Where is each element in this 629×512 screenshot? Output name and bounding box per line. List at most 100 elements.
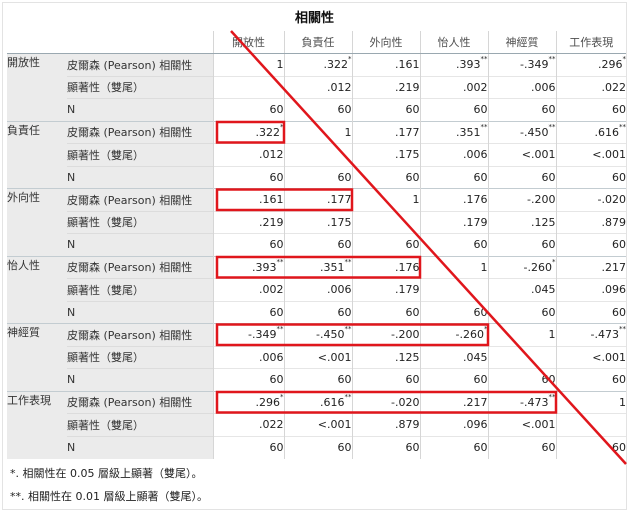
cell-value: -.473 xyxy=(590,328,619,342)
stat-label: N xyxy=(67,98,213,121)
cell-value: .322 xyxy=(323,58,349,72)
stat-label: N xyxy=(67,233,213,256)
significance-cell: <.001 xyxy=(487,143,556,166)
n-cell: 60 xyxy=(419,165,488,189)
cell-value: 1 xyxy=(412,193,420,207)
significance-cell xyxy=(487,345,556,369)
significance-marker: ** xyxy=(548,55,556,64)
pearson-cell: -.260* xyxy=(419,323,488,346)
significance-cell: .096 xyxy=(555,278,626,301)
stat-label: 皮爾森 (Pearson) 相關性 xyxy=(67,323,213,346)
cell-value: -.020 xyxy=(597,193,626,207)
significance-marker: ** xyxy=(344,325,352,334)
cell-value: 1 xyxy=(276,58,284,72)
significance-cell: .002 xyxy=(212,278,284,301)
n-cell: 60 xyxy=(419,435,488,459)
significance-marker: ** xyxy=(480,55,488,64)
significance-marker: * xyxy=(552,257,556,266)
n-cell: 60 xyxy=(212,165,284,189)
significance-cell: .219 xyxy=(351,75,420,99)
pearson-cell: .393** xyxy=(419,53,488,76)
significance-cell: .179 xyxy=(419,210,488,234)
pearson-cell: .393** xyxy=(212,255,284,279)
col-header: 工作表現 xyxy=(555,31,626,54)
stat-label: 皮爾森 (Pearson) 相關性 xyxy=(67,53,213,76)
significance-cell xyxy=(283,143,352,166)
row-variable-label: 開放性 xyxy=(7,53,67,121)
n-cell: 60 xyxy=(212,98,284,121)
n-cell: 60 xyxy=(351,98,420,121)
cell-value: -.349 xyxy=(520,58,549,72)
pearson-cell: .616** xyxy=(283,390,352,414)
cell-value: -.200 xyxy=(527,193,556,207)
significance-marker: ** xyxy=(548,392,556,401)
significance-cell: .006 xyxy=(283,278,352,301)
cell-value: .176 xyxy=(463,193,488,207)
stat-label: 顯著性（雙尾） xyxy=(67,143,213,166)
pearson-cell: -.473** xyxy=(487,390,556,414)
row-variable-label: 怡人性 xyxy=(7,255,67,324)
stat-label: 顯著性（雙尾） xyxy=(67,413,213,436)
n-cell: 60 xyxy=(212,233,284,256)
n-cell: 60 xyxy=(419,368,488,391)
significance-cell: .125 xyxy=(351,345,420,369)
n-cell: 60 xyxy=(555,165,626,189)
cell-value: .177 xyxy=(327,193,352,207)
cell-value: 1 xyxy=(619,395,626,409)
cell-value: 1 xyxy=(548,328,556,342)
significance-cell: .006 xyxy=(212,345,284,369)
significance-cell: .045 xyxy=(487,278,556,301)
cell-value: .296 xyxy=(598,58,623,72)
cell-value: .177 xyxy=(395,125,420,139)
significance-cell: .879 xyxy=(555,210,626,234)
cell-value: -.260 xyxy=(455,328,484,342)
table-row: 顯著性（雙尾） .012.219.002.006.022 xyxy=(7,75,626,99)
significance-marker: * xyxy=(484,325,488,334)
pearson-cell: .351** xyxy=(283,255,352,279)
table-row: 負責任 皮爾森 (Pearson) 相關性 .322* 1.177.351** -.45… xyxy=(7,120,626,189)
table-row: 顯著性（雙尾） .006 <.001.125.045 <.001 xyxy=(7,345,626,369)
pearson-cell: -.450** xyxy=(487,120,556,144)
cell-value: -.473 xyxy=(520,395,549,409)
n-cell: 60 xyxy=(555,368,626,391)
cell-value: .616 xyxy=(594,125,620,139)
pearson-cell: 1 xyxy=(351,188,420,211)
table-row: 顯著性（雙尾） .012.175.006 <.001 <.001 xyxy=(7,143,626,166)
table-row: N 60 60 60 60 60 60 xyxy=(7,98,626,121)
pearson-cell: .322* xyxy=(212,120,284,144)
table-row: 開放性 皮爾森 (Pearson) 相關性 1.322* .161.393** -.34… xyxy=(7,53,626,121)
pearson-cell: 1 xyxy=(419,255,488,279)
table-row: N 60 60 60 60 60 60 xyxy=(7,300,626,324)
cell-value: .176 xyxy=(395,260,420,274)
stat-label: N xyxy=(67,435,213,459)
significance-cell: .022 xyxy=(555,75,626,99)
n-cell: 60 xyxy=(419,300,488,324)
row-variable-label: 工作表現 xyxy=(7,390,67,459)
table-row: N 60 60 60 60 60 60 xyxy=(7,368,626,391)
table-title: 相關性 xyxy=(294,11,334,26)
pearson-cell: .177 xyxy=(351,120,420,144)
significance-cell: .179 xyxy=(351,278,420,301)
table-row: 神經質 皮爾森 (Pearson) 相關性 -.349** -.450** -.200-… xyxy=(7,323,626,391)
stat-label: 顯著性（雙尾） xyxy=(67,345,213,369)
header-corner xyxy=(7,31,213,54)
significance-cell xyxy=(351,210,420,234)
n-cell: 60 xyxy=(283,435,352,459)
table-row: N 60 60 60 60 60 60 xyxy=(7,165,626,189)
cell-value: -.260 xyxy=(523,260,552,274)
significance-cell: .125 xyxy=(487,210,556,234)
cell-value: .393 xyxy=(456,58,481,72)
n-cell: 60 xyxy=(419,98,488,121)
table-row: 外向性 皮爾森 (Pearson) 相關性 .161 .177 1 .176 -.200 -.… xyxy=(7,188,626,256)
significance-cell: .012 xyxy=(212,143,284,166)
pearson-cell: -.200 xyxy=(487,188,556,211)
significance-cell xyxy=(212,75,284,99)
pearson-cell: .217 xyxy=(419,390,488,414)
n-cell: 60 xyxy=(487,165,556,189)
significance-cell: .012 xyxy=(283,75,352,99)
row-variable-label: 負責任 xyxy=(7,120,67,189)
stat-label: 顯著性（雙尾） xyxy=(67,75,213,99)
significance-cell: <.001 xyxy=(283,345,352,369)
significance-marker: ** xyxy=(548,122,556,131)
significance-cell: .096 xyxy=(419,413,488,436)
